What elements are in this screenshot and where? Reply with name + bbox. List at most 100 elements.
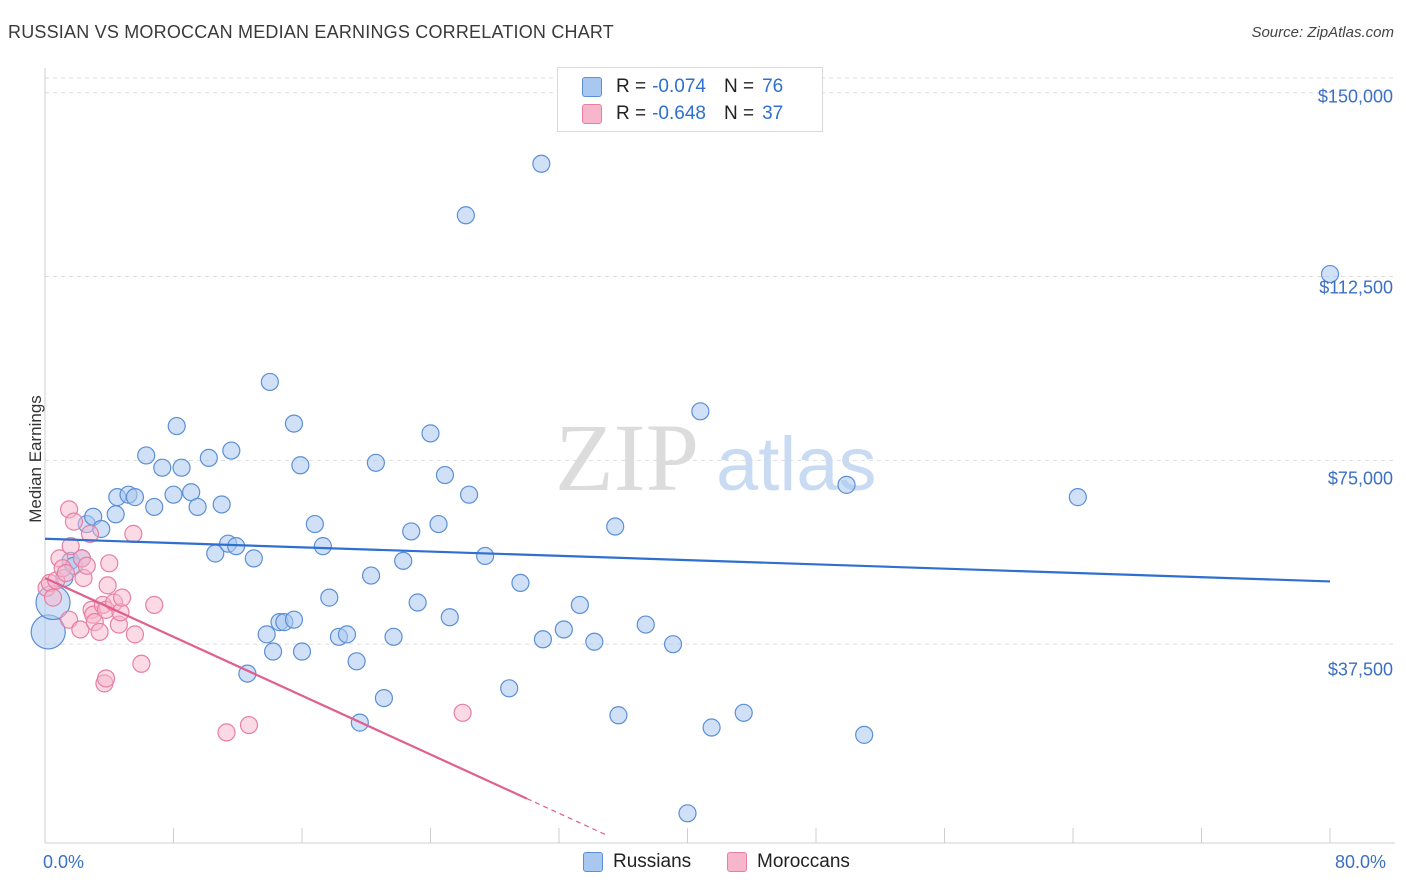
moroccans-point bbox=[124, 524, 143, 543]
russians-point bbox=[408, 593, 427, 612]
legend-label-russians: Russians bbox=[613, 851, 692, 872]
russians-point bbox=[702, 718, 721, 737]
russians-point bbox=[305, 514, 324, 534]
chart-title: RUSSIAN VS MOROCCAN MEDIAN EARNINGS CORR… bbox=[8, 22, 615, 42]
moroccans-point bbox=[217, 723, 236, 742]
russians-point bbox=[167, 416, 186, 436]
moroccans-point bbox=[61, 537, 80, 556]
moroccans-trend-extension bbox=[526, 798, 608, 836]
russians-point bbox=[585, 632, 604, 651]
russians-point bbox=[663, 635, 683, 654]
russians-point bbox=[320, 588, 339, 607]
russians-point bbox=[606, 517, 625, 536]
russians-point bbox=[374, 688, 394, 708]
legend-item-russians[interactable]: Russians bbox=[583, 851, 691, 873]
russians-point bbox=[337, 625, 357, 644]
r-label: R = bbox=[616, 76, 647, 97]
russians-point bbox=[172, 458, 191, 477]
russians-point bbox=[500, 679, 519, 698]
russians-point bbox=[284, 610, 304, 629]
russians-point bbox=[456, 206, 475, 225]
r-label: R = bbox=[616, 103, 647, 124]
russians-point bbox=[636, 615, 655, 634]
russians-point bbox=[570, 595, 589, 615]
russians-point bbox=[199, 448, 218, 468]
moroccans-point bbox=[71, 620, 90, 639]
y-tick-label: $75,000 bbox=[1327, 468, 1393, 489]
russians-point bbox=[292, 642, 312, 661]
legend-row-moroccans: R = -0.648 N = 37 bbox=[582, 101, 783, 127]
russians-swatch bbox=[582, 77, 602, 97]
moroccans-swatch bbox=[582, 104, 602, 124]
russians-point bbox=[257, 625, 276, 644]
russians-point bbox=[347, 652, 366, 671]
russians-swatch bbox=[583, 852, 603, 872]
y-tick-label: $37,500 bbox=[1327, 659, 1393, 680]
russians-trend-line bbox=[44, 537, 1331, 583]
russians-point bbox=[1320, 264, 1340, 284]
russians-point bbox=[361, 566, 381, 585]
russians-point bbox=[263, 642, 283, 661]
moroccans-point bbox=[112, 588, 132, 607]
legend-row-russians: R = -0.074 N = 76 bbox=[582, 74, 783, 100]
moroccans-point bbox=[132, 654, 151, 673]
russians-point bbox=[440, 608, 459, 627]
moroccans-point bbox=[77, 556, 96, 575]
russians-point bbox=[164, 485, 183, 504]
russians-point bbox=[511, 573, 530, 593]
x-tick-label-max: 80.0% bbox=[1335, 852, 1387, 872]
russians-point bbox=[476, 546, 495, 566]
n-label: N = bbox=[723, 76, 755, 97]
moroccans-point bbox=[125, 625, 145, 644]
russians-point bbox=[429, 514, 448, 534]
russians-point bbox=[145, 497, 164, 517]
russians-point bbox=[532, 154, 551, 173]
r-value: -0.074 bbox=[652, 76, 706, 97]
moroccans-point bbox=[145, 595, 164, 615]
watermark-atlas: atlas bbox=[716, 422, 877, 507]
russians-point bbox=[678, 804, 697, 823]
moroccans-point bbox=[80, 524, 100, 543]
russians-point bbox=[222, 441, 241, 460]
watermark: ZIP atlas bbox=[555, 404, 877, 511]
russians-point bbox=[394, 551, 413, 570]
trend-lines bbox=[44, 537, 1331, 836]
moroccans-point bbox=[453, 703, 472, 722]
russians-point bbox=[421, 424, 440, 443]
correlation-legend: R = -0.074 N = 76 R = -0.648 N = 37 bbox=[557, 67, 823, 132]
n-label: N = bbox=[723, 103, 755, 124]
russians-point bbox=[291, 456, 310, 475]
moroccans-point bbox=[100, 554, 119, 573]
russians-point bbox=[459, 485, 479, 504]
n-value: 76 bbox=[762, 76, 784, 97]
moroccans-point bbox=[239, 715, 259, 735]
russians-point bbox=[260, 372, 279, 392]
legend-label-moroccans: Moroccans bbox=[757, 851, 850, 872]
russians-point bbox=[153, 458, 172, 477]
moroccans-trend-line bbox=[44, 576, 528, 800]
russians-point bbox=[609, 706, 628, 725]
moroccans-point bbox=[98, 576, 117, 595]
russians-point bbox=[1068, 488, 1087, 507]
russians-point bbox=[125, 488, 145, 507]
russians-point bbox=[244, 549, 263, 568]
watermark-zip: ZIP bbox=[555, 404, 699, 511]
source-attribution: Source: ZipAtlas.com bbox=[1251, 24, 1394, 41]
russians-point bbox=[402, 522, 421, 541]
r-value: -0.648 bbox=[652, 103, 706, 124]
russians-point bbox=[106, 505, 125, 524]
russians-point bbox=[533, 630, 553, 649]
y-tick-label: $150,000 bbox=[1317, 86, 1393, 107]
moroccans-points bbox=[37, 500, 472, 742]
moroccans-point bbox=[56, 563, 75, 583]
n-value: 37 bbox=[762, 103, 784, 124]
russians-point bbox=[284, 414, 304, 433]
russians-point bbox=[734, 703, 753, 722]
russians-point bbox=[137, 446, 156, 465]
moroccans-point bbox=[90, 622, 109, 642]
moroccans-point bbox=[64, 512, 84, 531]
moroccans-point bbox=[43, 588, 63, 607]
russians-point bbox=[212, 495, 231, 514]
legend-item-moroccans[interactable]: Moroccans bbox=[727, 851, 850, 873]
